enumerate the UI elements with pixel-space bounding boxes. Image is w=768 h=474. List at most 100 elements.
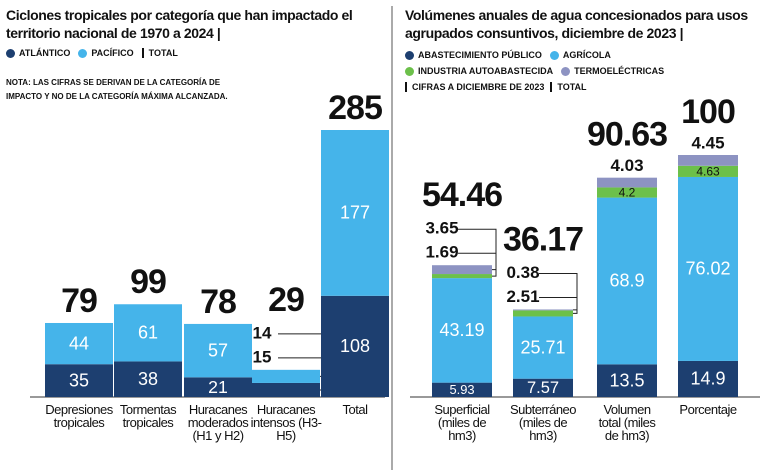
- bar-segment: [678, 165, 738, 177]
- legend-label: AGRÍCOLA: [562, 50, 611, 60]
- total-label: 54.46: [422, 176, 502, 214]
- x-tick-label: Porcentaje: [679, 402, 737, 417]
- bar-segment: [184, 323, 252, 378]
- legend-item: ABASTECIMIENTO PÚBLICO: [405, 50, 542, 60]
- data-label: 76.02: [685, 259, 730, 279]
- data-label: 68.9: [609, 271, 644, 291]
- legend-label: INDUSTRIA AUTOABASTECIDA: [418, 66, 554, 76]
- bar-segment: [513, 310, 573, 317]
- total-label: 100: [681, 93, 735, 131]
- legend-swatch: [405, 50, 414, 60]
- data-label: 4.03: [610, 156, 643, 175]
- bar-segment: [321, 295, 389, 397]
- total-label: 90.63: [587, 116, 667, 154]
- legend-label: TERMOELÉCTRICAS: [574, 66, 665, 76]
- bar-segment: [678, 155, 738, 166]
- bar-segment: [678, 176, 738, 361]
- legend-swatch: [6, 48, 15, 58]
- legend-swatch: [561, 66, 571, 76]
- legend-item: PACÍFICO: [78, 48, 134, 58]
- bar-segment: [597, 364, 657, 397]
- legend-swatch: [405, 66, 414, 76]
- legend-total: TOTAL: [550, 82, 587, 92]
- x-tick-label: Volumen total (miles de hm3): [598, 402, 656, 443]
- data-label: 35: [69, 370, 89, 390]
- bar-segment: [597, 187, 657, 198]
- data-label: 5.93: [449, 382, 474, 397]
- x-tick-label: Tormentas tropicales: [119, 402, 177, 430]
- legend-note: CIFRAS A DICIEMBRE DE 2023: [405, 82, 544, 92]
- data-label: 4.63: [696, 165, 720, 179]
- legend-swatch: [549, 50, 559, 60]
- data-label: 108: [340, 336, 370, 356]
- data-label: 7.57: [527, 379, 559, 397]
- bar-segment: [184, 377, 252, 397]
- legend-total: TOTAL: [141, 48, 178, 58]
- bar-segment: [252, 369, 320, 383]
- legend-item: TERMOELÉCTRICAS: [561, 66, 664, 76]
- data-label: 3.65: [425, 219, 458, 238]
- legend-item: ATLÁNTICO: [6, 48, 70, 58]
- legend: ABASTECIMIENTO PÚBLICO AGRÍCOLA INDUSTRIA …: [405, 50, 765, 92]
- legend-label: ABASTECIMIENTO PÚBLICO: [418, 50, 542, 60]
- data-label: 0.38: [506, 263, 539, 282]
- x-tick-label: Huracanes intensos (H3-H5): [250, 402, 322, 443]
- data-label: 25.71: [520, 337, 565, 357]
- data-label: 177: [340, 203, 370, 223]
- bar-segment: [432, 265, 492, 275]
- bar-segment: [597, 177, 657, 188]
- data-label: 38: [138, 369, 158, 389]
- bar-segment: [114, 304, 182, 362]
- data-label: 14: [253, 323, 272, 342]
- data-label: 15: [253, 347, 272, 366]
- total-label: 29: [268, 281, 304, 319]
- x-tick-label: Subterráneo (miles de hm3): [509, 402, 577, 443]
- data-label: 4.2: [619, 186, 636, 200]
- bar-segment: [513, 316, 573, 379]
- legend-swatch: [78, 48, 88, 58]
- bar-segment: [45, 322, 113, 365]
- legend-label: PACÍFICO: [91, 48, 134, 58]
- data-label: 57: [208, 340, 228, 360]
- x-tick-label: Depresiones tropicales: [45, 402, 113, 430]
- data-label: 1.69: [425, 243, 458, 262]
- leader-line: [539, 272, 578, 311]
- legend-item: AGRÍCOLA: [549, 50, 611, 60]
- data-label: 43.19: [439, 320, 484, 340]
- leader-line: [458, 228, 497, 271]
- data-label: 21: [208, 377, 228, 397]
- legend-item: INDUSTRIA AUTOABASTECIDA: [405, 66, 553, 76]
- bar-segment: [252, 382, 320, 397]
- bar-segment: [45, 364, 113, 397]
- total-label: 99: [130, 263, 166, 301]
- bar-segment: [432, 278, 492, 383]
- x-tick-label: Huracanes moderados (H1 y H2): [187, 402, 249, 443]
- chart-title: Volúmenes anuales de agua concesionados …: [405, 7, 748, 41]
- data-label: 13.5: [609, 370, 644, 390]
- total-label: 79: [61, 282, 97, 320]
- data-label: 2.51: [506, 287, 539, 306]
- data-label: 44: [69, 333, 89, 353]
- data-label: 14.9: [690, 369, 725, 389]
- bar-segment: [432, 274, 492, 279]
- bar-segment: [432, 382, 492, 397]
- note: NOTA: LAS CIFRAS SE DERIVAN DE LA CATEGO…: [6, 78, 228, 101]
- data-label: 4.45: [691, 133, 724, 152]
- total-label: 36.17: [503, 220, 583, 258]
- legend-label: ATLÁNTICO: [19, 48, 71, 58]
- bar-segment: [321, 130, 389, 296]
- bar-segment: [513, 309, 573, 311]
- x-tick-label: Superficial (miles de hm3): [434, 402, 490, 443]
- data-label: 61: [138, 323, 158, 343]
- bar-segment: [513, 378, 573, 397]
- chart-title: Ciclones tropicales por categoría que ha…: [6, 7, 353, 41]
- bar-segment: [114, 361, 182, 397]
- x-tick-label: Total: [342, 402, 368, 417]
- bar-segment: [678, 360, 738, 397]
- bar-segment: [597, 197, 657, 365]
- total-label: 285: [328, 89, 382, 127]
- legend: ATLÁNTICO PACÍFICO TOTAL: [6, 48, 376, 58]
- total-label: 78: [200, 283, 236, 321]
